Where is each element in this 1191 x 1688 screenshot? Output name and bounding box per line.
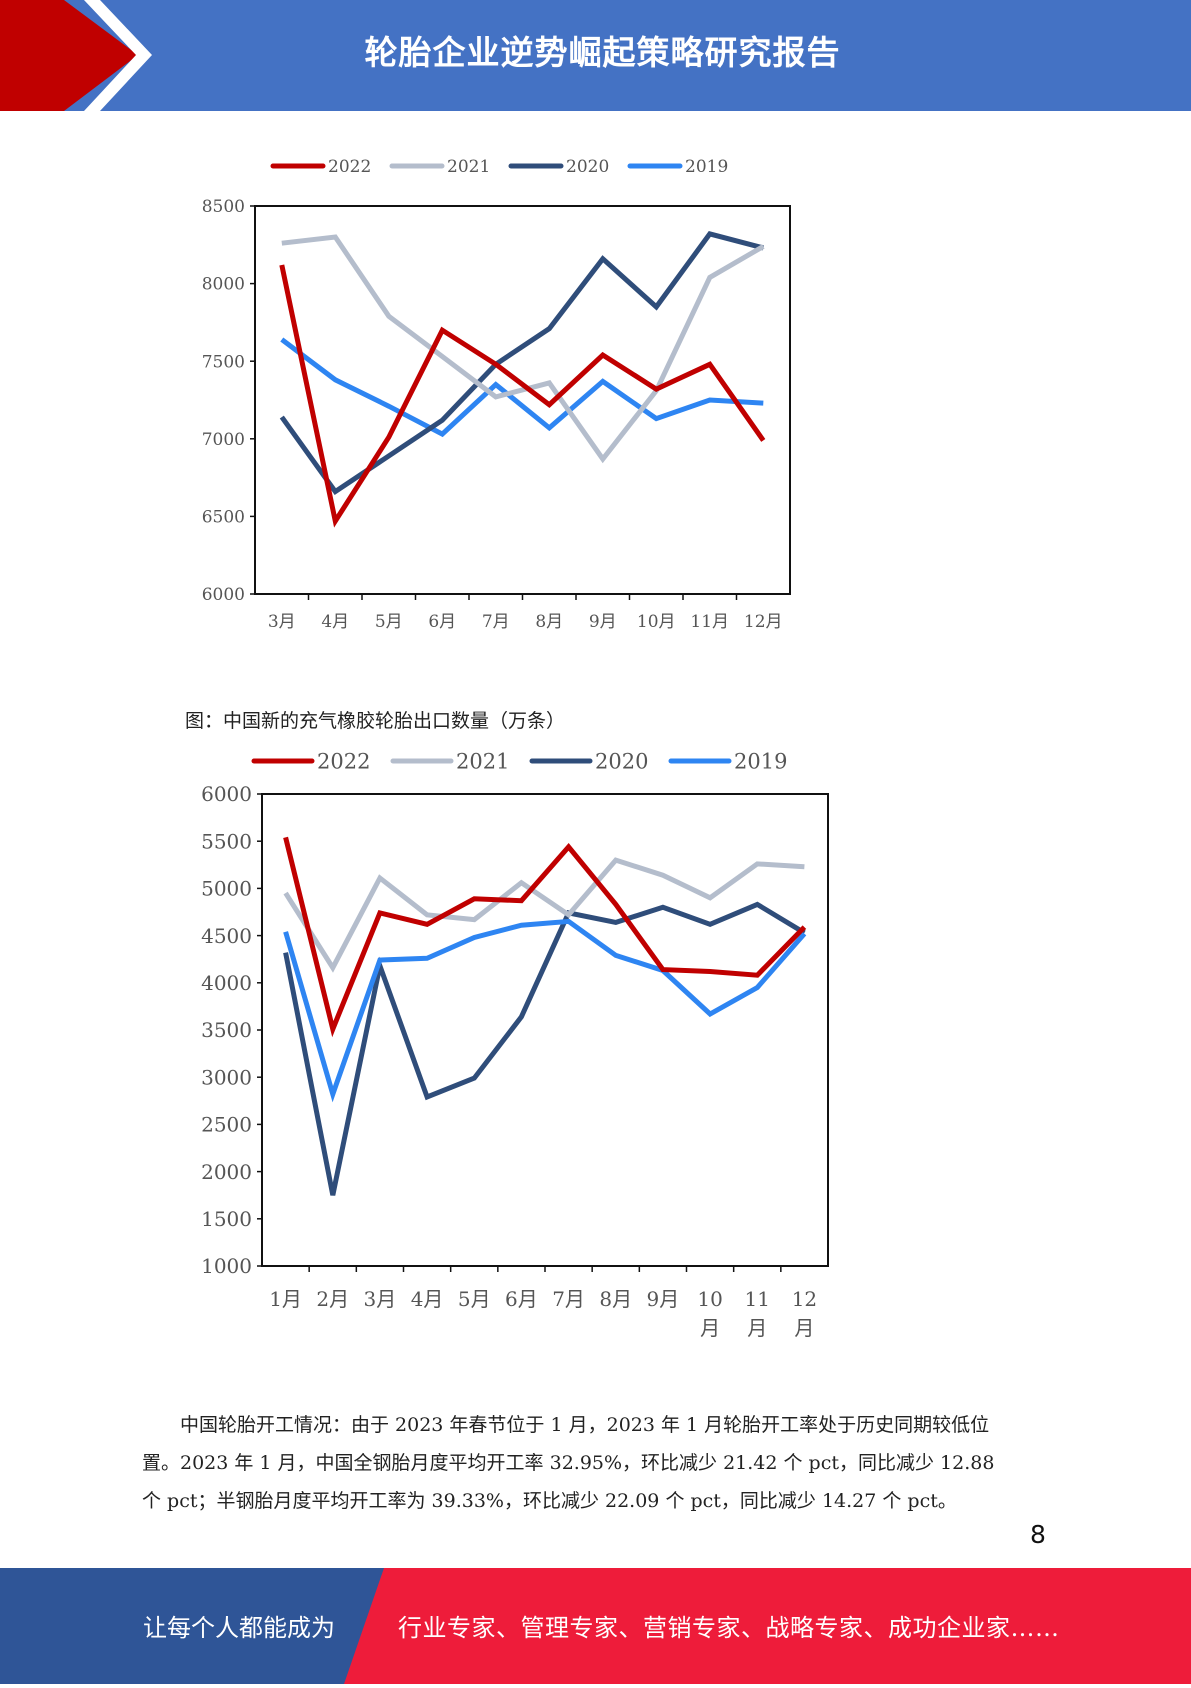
- legend-label-2022: 2022: [317, 749, 370, 773]
- body-paragraph: 中国轮胎开工情况：由于 2023 年春节位于 1 月，2023 年 1 月轮胎开…: [142, 1406, 1047, 1520]
- x-tick-label: 10月: [637, 612, 676, 632]
- y-tick-label: 5500: [201, 829, 252, 853]
- x-tick-label: 7月: [552, 1287, 585, 1311]
- x-tick-label: 8月: [599, 1287, 632, 1311]
- series-line-2019: [280, 337, 764, 438]
- x-tick-label: 10: [697, 1287, 722, 1311]
- x-tick-label: 1月: [269, 1287, 302, 1311]
- x-tick-label: 6月: [505, 1287, 538, 1311]
- x-tick-label: 9月: [647, 1287, 680, 1311]
- y-tick-label: 7500: [202, 352, 245, 372]
- legend-label-2019: 2019: [685, 157, 728, 177]
- y-tick-label: 5000: [201, 877, 252, 901]
- legend-label-2019: 2019: [734, 749, 787, 773]
- series-line-2022: [283, 836, 807, 1038]
- x-tick-label: 11月: [690, 612, 729, 632]
- x-tick-label: 月: [747, 1316, 767, 1340]
- x-tick-label: 5月: [375, 612, 403, 632]
- y-tick-label: 6000: [201, 782, 252, 806]
- paragraph-line: 个 pct；半钢胎月度平均开工率为 39.33%，环比减少 22.09 个 pc…: [142, 1490, 957, 1512]
- x-tick-label: 3月: [364, 1287, 397, 1311]
- x-tick-label: 月: [794, 1316, 814, 1340]
- chart-1-container: 2022 2021 2020 2019 8500 8000 7500 7000 6500 6000…: [0, 140, 840, 650]
- x-tick-label: 4月: [321, 612, 349, 632]
- x-tick-label: 12: [792, 1287, 817, 1311]
- page-header: 轮胎企业逆势崛起策略研究报告: [0, 0, 1191, 111]
- legend-label-2022: 2022: [328, 157, 371, 177]
- chart-2-caption: 图：中国新的充气橡胶轮胎出口数量（万条）: [185, 710, 566, 732]
- legend-label-2020: 2020: [595, 749, 648, 773]
- x-tick-label: 2月: [316, 1287, 349, 1311]
- report-title: 轮胎企业逆势崛起策略研究报告: [364, 33, 841, 72]
- x-tick-label: 12月: [744, 612, 783, 632]
- x-tick-label: 7月: [482, 612, 510, 632]
- x-tick-label: 11: [745, 1287, 770, 1311]
- series-line-2020: [283, 901, 806, 1196]
- legend-label-2020: 2020: [566, 157, 609, 177]
- x-tick-label: 5月: [458, 1287, 491, 1311]
- footer-slogan-right: 行业专家、管理专家、营销专家、战略专家、成功企业家……: [398, 1614, 1060, 1642]
- y-tick-label: 7000: [202, 430, 245, 450]
- x-tick-label: 8月: [535, 612, 563, 632]
- series-line-2019: [283, 918, 807, 1103]
- y-tick-label: 8000: [202, 275, 245, 295]
- y-tick-label: 6500: [202, 508, 245, 528]
- footer-slogan-left: 让每个人都能成为: [143, 1614, 335, 1642]
- x-tick-label: 9月: [589, 612, 617, 632]
- chart-1: 2022 2021 2020 2019 8500 8000 7500 7000 6500 6000…: [202, 157, 791, 632]
- y-tick-label: 2000: [201, 1160, 252, 1184]
- series-line-2022: [279, 264, 766, 528]
- plot-frame: [261, 793, 829, 1267]
- x-tick-label: 月: [700, 1316, 720, 1340]
- chart-2-container: 2022 2021 2020 2019 6000 5500 5000 4500 4000 3500…: [0, 735, 860, 1355]
- footer-banner-background: [0, 1568, 1191, 1684]
- legend-label-2021: 2021: [447, 157, 490, 177]
- x-tick-label: 6月: [428, 612, 456, 632]
- page-footer: 让每个人都能成为 行业专家、管理专家、营销专家、战略专家、成功企业家……: [0, 1568, 1191, 1684]
- y-tick-label: 6000: [202, 585, 245, 605]
- series-line-2020: [279, 231, 764, 496]
- x-tick-label: 4月: [411, 1287, 444, 1311]
- x-tick-label: 3月: [268, 612, 296, 632]
- paragraph-line: 中国轮胎开工情况：由于 2023 年春节位于 1 月，2023 年 1 月轮胎开…: [142, 1414, 990, 1436]
- chart-2: 2022 2021 2020 2019 6000 5500 5000 4500 4000 3500…: [201, 749, 829, 1340]
- series-line-2021: [283, 857, 805, 973]
- paragraph-line: 置。2023 年 1 月，中国全钢胎月度平均开工率 32.95%，环比减少 21…: [142, 1452, 995, 1474]
- y-tick-label: 8500: [202, 197, 245, 217]
- y-tick-label: 4500: [201, 924, 252, 948]
- header-arrow-decoration: [0, 0, 152, 111]
- y-tick-label: 1000: [201, 1254, 252, 1278]
- y-tick-label: 3000: [201, 1065, 252, 1089]
- page-number: 8: [1030, 1520, 1046, 1549]
- legend-label-2021: 2021: [456, 749, 509, 773]
- y-tick-label: 3500: [201, 1018, 252, 1042]
- y-tick-label: 1500: [201, 1207, 252, 1231]
- series-line-2021: [281, 234, 765, 464]
- y-tick-label: 4000: [201, 971, 252, 995]
- y-tick-label: 2500: [201, 1113, 252, 1137]
